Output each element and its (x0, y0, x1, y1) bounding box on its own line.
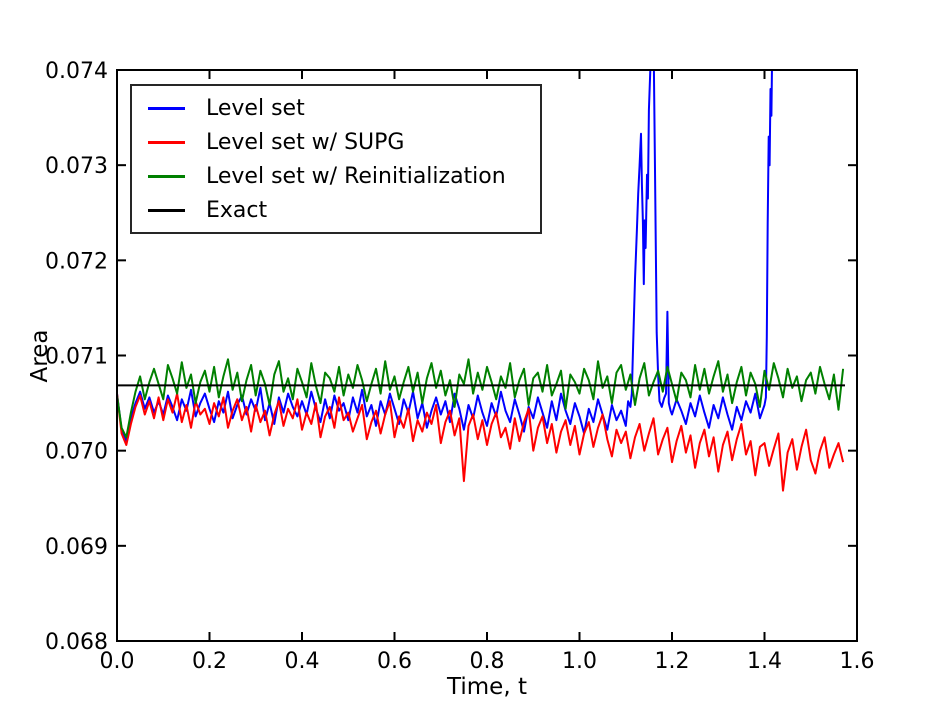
legend-line-sample (148, 106, 185, 110)
x-tick-label: 0.4 (285, 649, 320, 674)
legend-line-sample (148, 174, 185, 178)
legend-label: Level set w/ SUPG (206, 129, 405, 155)
series-line-level-set-w-supg (117, 392, 845, 492)
series-line-level-set-w-reinitialization (117, 358, 845, 439)
legend-label: Level set (206, 95, 305, 121)
x-tick-label: 1.2 (655, 649, 690, 674)
legend-line-sample (148, 208, 185, 212)
y-tick-label: 0.071 (45, 345, 108, 370)
legend-item-level-set-w-supg: Level set w/ SUPG (132, 125, 526, 159)
y-tick-label: 0.073 (45, 154, 108, 179)
series-line-level-set (117, 70, 773, 443)
legend-label: Level set w/ Reinitialization (206, 163, 506, 189)
legend-item-exact: Exact (132, 193, 526, 227)
y-tick-label: 0.068 (45, 630, 108, 655)
x-tick-label: 0.8 (470, 649, 505, 674)
y-tick-label: 0.072 (45, 249, 108, 274)
y-tick-label: 0.070 (45, 440, 108, 465)
x-tick-label: 1.0 (562, 649, 597, 674)
x-tick-label: 0.0 (100, 649, 135, 674)
y-tick-label: 0.069 (45, 535, 108, 560)
y-tick-label: 0.074 (45, 59, 108, 84)
legend-item-level-set: Level set (132, 91, 526, 125)
x-tick-label: 1.6 (840, 649, 875, 674)
x-axis-label: Time, t (447, 674, 527, 700)
y-axis-label: Area (27, 329, 53, 383)
x-tick-label: 0.2 (192, 649, 227, 674)
legend-line-sample (148, 140, 185, 144)
x-tick-label: 1.4 (747, 649, 782, 674)
legend: Level set Level set w/ SUPG Level set w/ R… (130, 84, 542, 234)
x-tick-label: 0.6 (377, 649, 412, 674)
legend-item-level-set-w-reinitialization: Level set w/ Reinitialization (132, 159, 526, 193)
legend-label: Exact (206, 197, 268, 223)
